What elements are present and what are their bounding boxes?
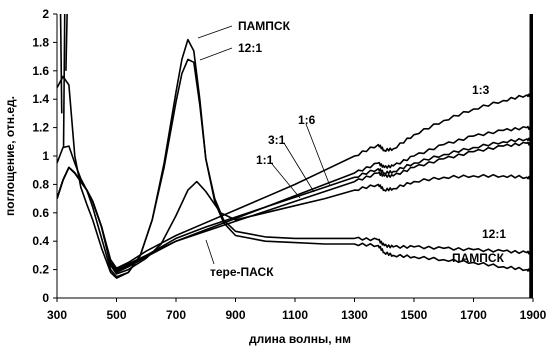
y-tick-label: 0.8 [32,177,49,191]
label-pampsk-top: ПАМПСК [238,19,291,33]
y-tick-label: 1 [42,149,49,163]
x-tick-label: 1500 [401,308,428,322]
uv-edge-line [59,14,63,114]
x-tick-label: 1300 [341,308,368,322]
y-tick-label: 0 [42,291,49,305]
y-axis-title: поглощение, отн.ед. [3,96,17,216]
series-line [57,38,533,279]
x-tick-label: 1100 [282,308,308,322]
series-line [57,137,533,272]
leader-tere-pask [205,239,215,265]
label-12-1-top: 12:1 [238,41,262,55]
y-tick-label: 2 [42,7,49,21]
spike-noise [59,14,533,298]
series-lines [57,38,533,279]
y-tick-label: 0.6 [32,206,49,220]
series-line [57,141,533,274]
series-line [57,93,533,269]
x-ticks: 300 500 700 900 1100 1300 1500 1700 1900 [47,298,547,322]
label-1-1: 1:1 [256,153,274,167]
y-tick-label: 1.8 [32,35,49,49]
y-tick-label: 1.6 [32,64,49,78]
y-tick-label: 1.4 [32,92,49,106]
x-tick-label: 1700 [460,308,487,322]
x-tick-label: 500 [106,308,126,322]
series-line [57,125,533,271]
y-ticks: 0 0.2 0.4 0.6 0.8 1 1.2 1.4 1.6 1.8 2 [32,7,57,305]
y-tick-label: 0.4 [32,234,49,248]
x-tick-label: 1900 [520,308,547,322]
label-1-6: 1:6 [298,113,316,127]
leader-12-1-top [199,47,233,61]
leader-3-1 [283,142,315,193]
y-tick-label: 1.2 [32,121,49,135]
y-tick-label: 0.2 [32,263,49,277]
label-12-1-right: 12:1 [482,227,506,241]
label-tere-pask: тере-ПАСК [210,265,274,279]
label-3-1: 3:1 [268,133,286,147]
x-tick-label: 900 [225,308,245,322]
leader-1-6 [305,123,331,187]
leader-pampsk-top [197,25,233,39]
annotations: ПАМПСК 12:1 1:3 1:6 3:1 1:1 12:1 ПАМПСК … [197,19,506,279]
series-line [57,58,533,278]
uv-edge-line [62,14,66,148]
x-axis-title: длина волны, нм [249,332,351,346]
uv-edge-line [65,14,68,71]
leader-1-1 [271,163,301,199]
label-1-3: 1:3 [472,83,490,97]
x-tick-label: 300 [47,308,67,322]
label-pampsk-right: ПАМПСК [452,251,505,265]
series-line [57,166,533,275]
x-tick-label: 700 [166,308,186,322]
